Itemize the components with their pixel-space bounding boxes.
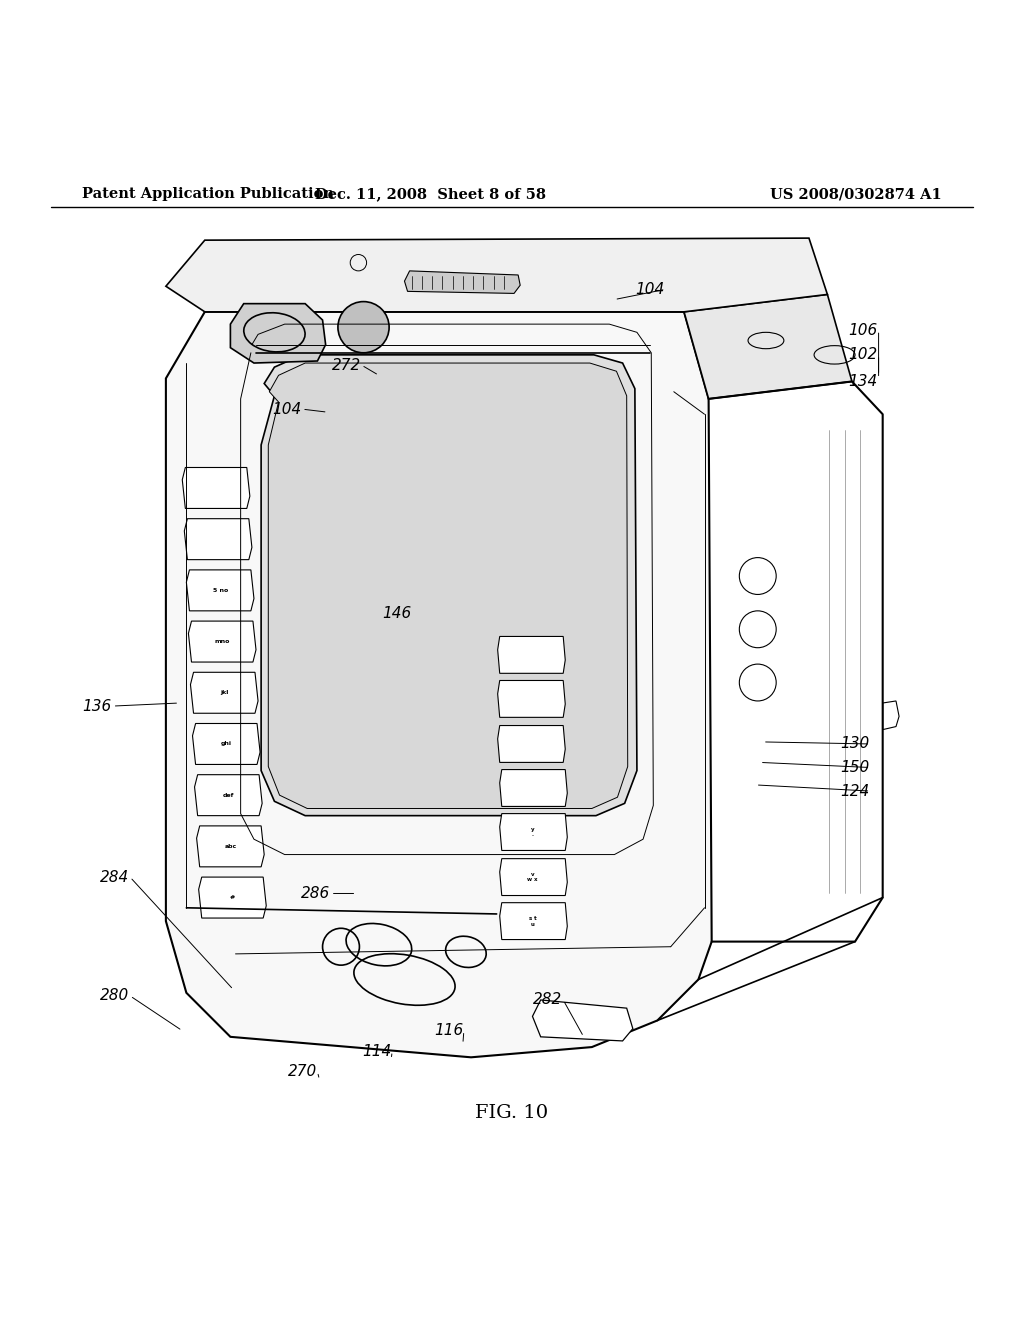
Polygon shape [197, 826, 264, 867]
Polygon shape [193, 723, 260, 764]
Polygon shape [166, 312, 712, 1057]
Polygon shape [261, 355, 637, 816]
Polygon shape [498, 636, 565, 673]
Text: 284: 284 [100, 870, 129, 884]
Polygon shape [500, 813, 567, 850]
Text: 282: 282 [534, 993, 562, 1007]
Text: abc: abc [224, 843, 237, 849]
Polygon shape [268, 363, 628, 808]
Polygon shape [186, 570, 254, 611]
Text: FIG. 10: FIG. 10 [475, 1104, 549, 1122]
Polygon shape [230, 304, 326, 363]
Polygon shape [498, 681, 565, 717]
Polygon shape [532, 1001, 633, 1041]
Polygon shape [500, 858, 567, 895]
Text: 286: 286 [301, 886, 330, 902]
Text: mno: mno [214, 639, 230, 644]
Text: 150: 150 [841, 760, 869, 775]
Text: 116: 116 [434, 1023, 463, 1039]
Text: 5 no: 5 no [213, 587, 227, 593]
Text: 280: 280 [100, 989, 129, 1003]
Text: 136: 136 [83, 698, 112, 714]
Text: US 2008/0302874 A1: US 2008/0302874 A1 [770, 187, 942, 201]
Polygon shape [498, 726, 565, 763]
Polygon shape [500, 903, 567, 940]
Polygon shape [500, 770, 567, 807]
Polygon shape [883, 701, 899, 730]
Text: s t
u: s t u [528, 916, 537, 927]
Text: v
w x: v w x [527, 871, 538, 883]
Text: 104: 104 [636, 281, 665, 297]
Text: 104: 104 [272, 401, 301, 417]
Polygon shape [184, 519, 252, 560]
Text: 114: 114 [362, 1044, 391, 1059]
Polygon shape [182, 467, 250, 508]
Text: Dec. 11, 2008  Sheet 8 of 58: Dec. 11, 2008 Sheet 8 of 58 [314, 187, 546, 201]
Text: 134: 134 [849, 374, 878, 389]
Text: #: # [229, 895, 236, 900]
Polygon shape [684, 294, 852, 399]
Text: 130: 130 [841, 737, 869, 751]
Text: 270: 270 [288, 1064, 316, 1080]
Text: y
.: y . [530, 826, 535, 837]
Text: 272: 272 [332, 358, 360, 372]
Polygon shape [199, 876, 266, 917]
Polygon shape [404, 271, 520, 293]
Text: 124: 124 [841, 784, 869, 799]
Text: def: def [222, 793, 234, 797]
Polygon shape [166, 238, 827, 312]
Text: 106: 106 [849, 323, 878, 338]
Polygon shape [190, 672, 258, 713]
Text: ghi: ghi [221, 742, 231, 747]
Circle shape [338, 301, 389, 352]
Polygon shape [195, 775, 262, 816]
Text: 102: 102 [849, 347, 878, 363]
Text: Patent Application Publication: Patent Application Publication [82, 187, 334, 201]
Text: jkl: jkl [220, 690, 228, 696]
Polygon shape [188, 622, 256, 663]
Text: 146: 146 [383, 606, 412, 622]
